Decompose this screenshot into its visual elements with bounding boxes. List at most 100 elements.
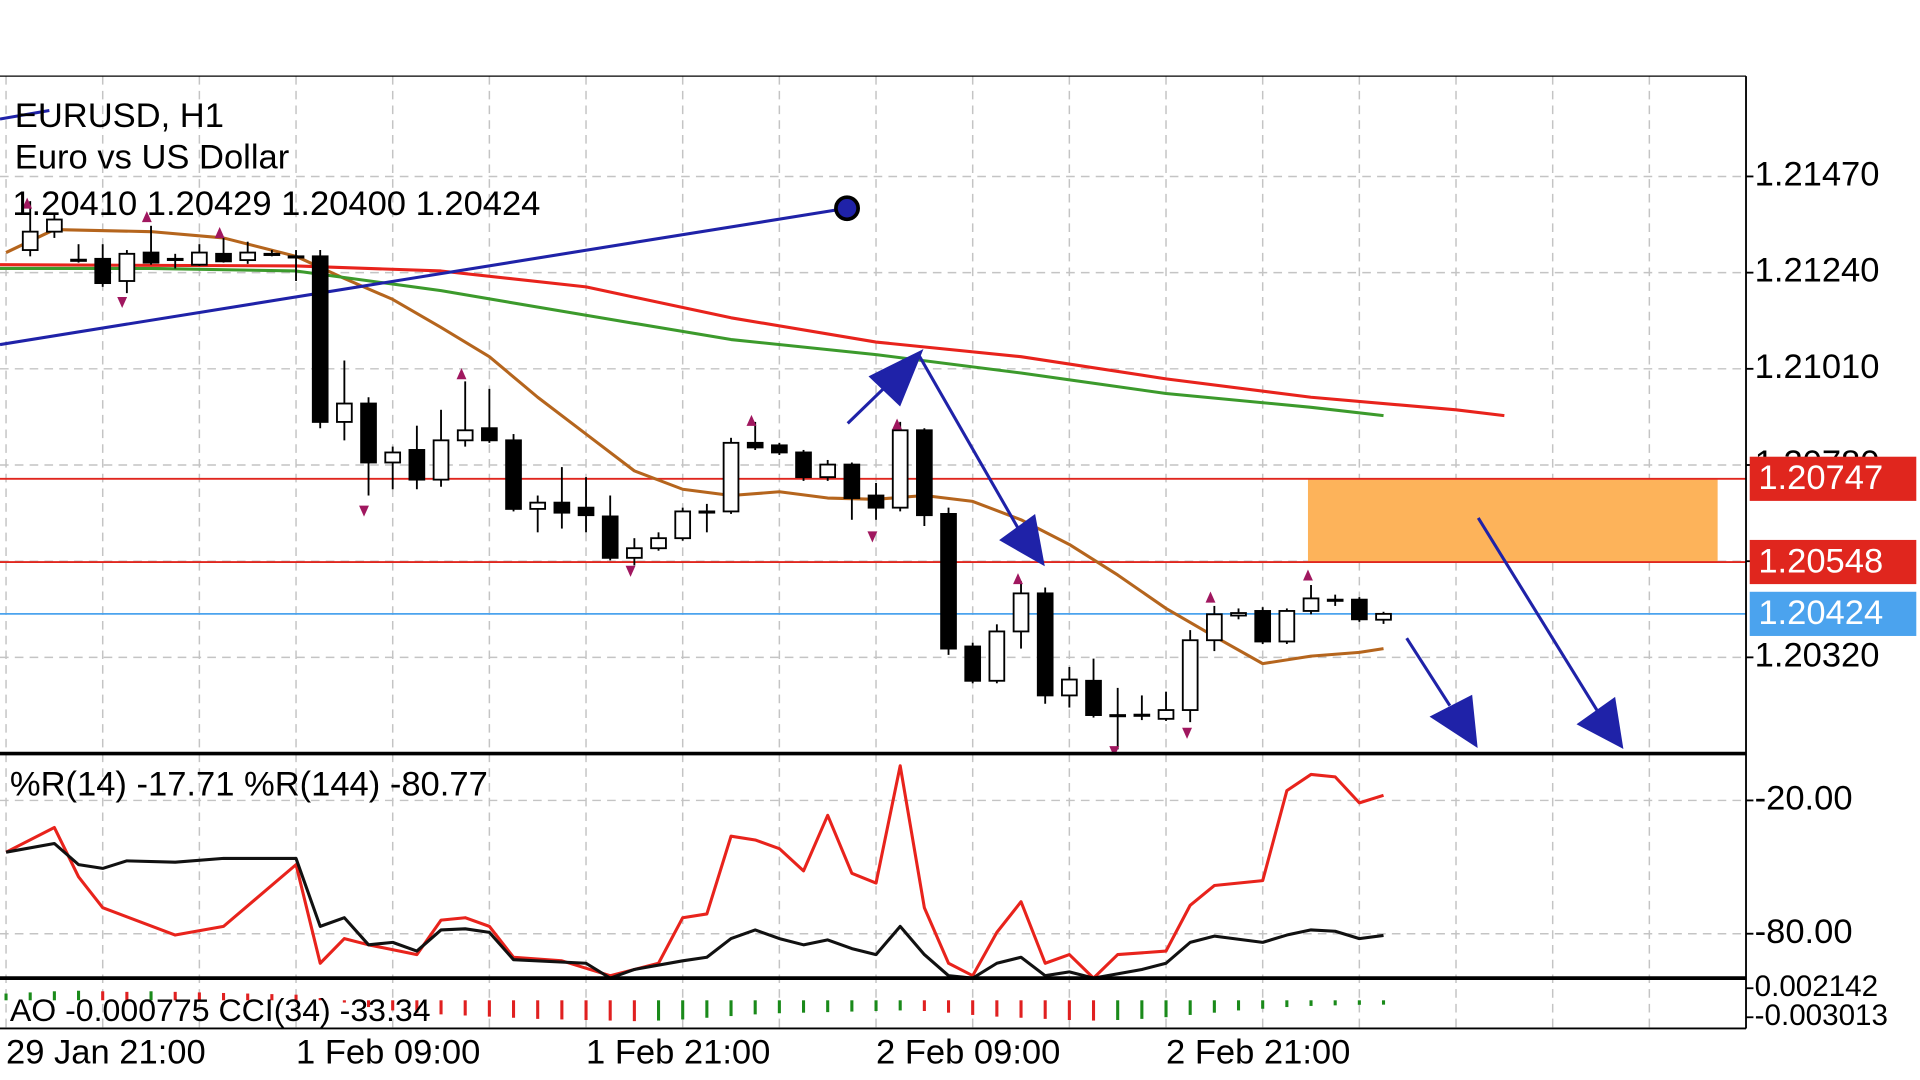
arrow-head (868, 349, 924, 407)
candle-body (46, 218, 63, 233)
y-tick-label: -0.003013 (1755, 999, 1888, 1032)
candle-body (1230, 612, 1247, 617)
arrow-line (917, 355, 1021, 531)
candle-body (1326, 598, 1344, 602)
candle-body (408, 449, 426, 481)
fractal-up (1013, 573, 1023, 585)
x-tick-label: 2 Feb 21:00 (1166, 1033, 1350, 1071)
moving-average (5, 228, 1384, 666)
candle-body (360, 402, 377, 464)
candle-body (263, 252, 281, 256)
candle-body (722, 441, 740, 513)
y-tick-label: 0.002142 (1755, 970, 1878, 1003)
fractal-up (1303, 569, 1313, 581)
candle-body (1278, 610, 1296, 643)
candle-body (1012, 592, 1030, 633)
candle-body (1109, 714, 1127, 718)
candle-body (1061, 678, 1078, 697)
y-tick-label: -80.00 (1755, 913, 1853, 951)
candle-body (215, 252, 232, 263)
ao-title: AO -0.000775 CCI(34) -33.34 (10, 992, 431, 1028)
candle-body (142, 251, 160, 264)
candle-body (698, 510, 716, 514)
candle-body (916, 429, 933, 517)
candle-body (867, 494, 885, 509)
candle-body (1254, 610, 1272, 643)
arrow-line (1405, 637, 1452, 707)
y-tick-label: 1.20320 (1755, 637, 1880, 675)
candle-body (505, 439, 522, 510)
level-label: 1.20548 (1758, 542, 1883, 580)
candle-body (940, 513, 957, 650)
annotation-arrows (0, 108, 1624, 749)
level-label: 1.20424 (1758, 594, 1883, 632)
candle-body (674, 510, 692, 540)
level-label-bg (1749, 539, 1917, 585)
candle-body (988, 630, 1006, 682)
fractal-up (22, 197, 33, 209)
candle-body (577, 506, 595, 517)
fractal-down (625, 565, 636, 577)
fractal-down (117, 297, 128, 309)
y-tick-label: 1.21010 (1755, 348, 1880, 386)
arrow-head (1576, 696, 1624, 749)
candle-body (432, 439, 450, 481)
frame (0, 75, 1747, 1030)
wpr-panel (5, 764, 1384, 979)
moving-average (0, 266, 1384, 418)
candle-body (1206, 613, 1223, 642)
candle-body (239, 251, 257, 262)
candle-body (336, 402, 353, 423)
main-panel (0, 195, 1747, 754)
candle-body (529, 501, 547, 510)
candle-body (21, 230, 39, 251)
candle-body (1302, 597, 1320, 612)
fractal-up (1205, 591, 1216, 603)
candle-body (70, 258, 87, 262)
candle-body (626, 547, 643, 559)
zone-rect (1307, 478, 1718, 563)
trend-line (0, 206, 848, 347)
level-label: 1.20747 (1758, 459, 1883, 497)
candle-body (650, 537, 667, 550)
x-tick-label: 1 Feb 21:00 (586, 1033, 770, 1071)
candle-body (1351, 598, 1368, 621)
x-tick-label: 1 Feb 09:00 (296, 1033, 480, 1071)
candle-body (166, 257, 184, 261)
moving-average (0, 263, 1505, 418)
wpr-title: %R(14) -17.71 %R(144) -80.77 (10, 766, 488, 804)
candle-body (1133, 713, 1151, 717)
candle-body (1036, 592, 1054, 697)
candle-body (891, 429, 909, 509)
arrow-line (1476, 517, 1600, 713)
drawing-line (0, 108, 50, 121)
y-tick-label: 1.21470 (1755, 156, 1880, 194)
labels: EURUSD, H1 Euro vs US Dollar 1.20410 1.2… (6, 97, 1917, 1071)
candle-body (771, 444, 788, 454)
candle-body (1157, 709, 1175, 720)
level-label-bg (1749, 456, 1917, 501)
candle-body (1085, 679, 1102, 716)
candle-body (1375, 612, 1392, 621)
candle-body (795, 451, 812, 479)
candle-body (746, 441, 764, 449)
candle-body (819, 463, 837, 479)
y-tick-label: -20.00 (1755, 780, 1853, 818)
fractal-up (214, 227, 225, 239)
arrow-head (1429, 694, 1478, 749)
arrow-head (999, 514, 1045, 567)
x-tick-label: 29 Jan 21:00 (6, 1033, 206, 1071)
level-label-bg (1749, 591, 1917, 636)
candle-body (481, 427, 498, 442)
ao-panel (4, 990, 1386, 1022)
fractal-up (892, 418, 903, 430)
candle-body (94, 257, 112, 285)
wpr-line (5, 841, 1384, 979)
candle-body (553, 501, 571, 514)
fractal-up (456, 368, 467, 380)
symbol-description: Euro vs US Dollar (15, 139, 289, 177)
candle-body (311, 255, 329, 423)
fractal-down (1182, 727, 1192, 739)
